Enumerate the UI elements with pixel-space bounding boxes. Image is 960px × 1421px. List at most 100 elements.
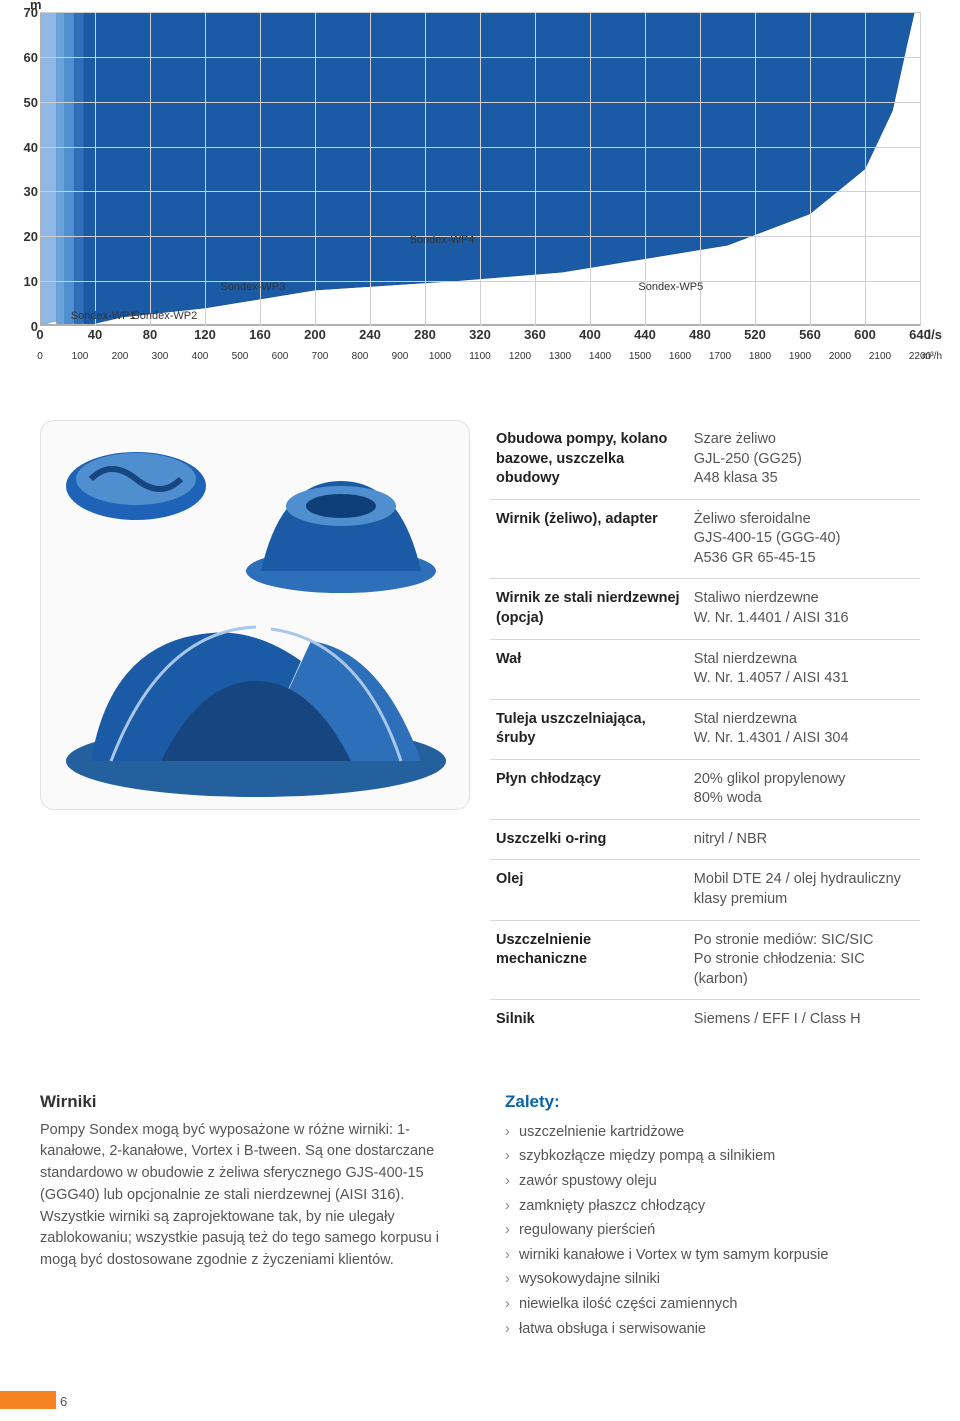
- x-tick-top: 600: [854, 326, 876, 344]
- y-tick: 30: [20, 183, 38, 201]
- zalety-item: łatwa obsługa i serwisowanie: [505, 1317, 920, 1342]
- impeller-image-2: [241, 451, 441, 601]
- performance-chart: m l/s m³/h Sondex-WP1Sondex-WP2Sondex-WP…: [40, 0, 920, 380]
- x-tick-bot: 200: [112, 350, 129, 364]
- grid-line-v: [425, 12, 426, 326]
- x-tick-top: 320: [469, 326, 491, 344]
- grid-line-v: [370, 12, 371, 326]
- materials-table: Obudowa pompy, kolano bazowe, uszczelka …: [490, 420, 920, 1040]
- grid-line-v: [315, 12, 316, 326]
- x-tick-bot: 300: [152, 350, 169, 364]
- chart-series-Sondex-WP5: [84, 12, 915, 326]
- page-number-accent: [0, 1391, 56, 1409]
- x-tick-top: 80: [143, 326, 157, 344]
- zalety-item: wysokowydajne silniki: [505, 1267, 920, 1292]
- x-tick-bot: 1900: [789, 350, 811, 364]
- x-tick-bot: 700: [312, 350, 329, 364]
- grid-line-v: [95, 12, 96, 326]
- x-tick-bot: 2200: [909, 350, 931, 364]
- x-tick-top: 560: [799, 326, 821, 344]
- material-part: Tuleja uszczelniająca, śruby: [490, 699, 688, 759]
- y-tick: 40: [20, 139, 38, 157]
- x-tick-bot: 800: [352, 350, 369, 364]
- x-tick-bot: 0: [37, 350, 43, 364]
- y-tick: 60: [20, 49, 38, 67]
- y-tick: 20: [20, 228, 38, 246]
- x-tick-top: 440: [634, 326, 656, 344]
- wirniki-body: Pompy Sondex mogą być wyposażone w różne…: [40, 1120, 455, 1272]
- page-number: 6: [60, 1393, 67, 1411]
- material-spec: Stal nierdzewnaW. Nr. 1.4301 / AISI 304: [688, 699, 920, 759]
- x-tick-bot: 1700: [709, 350, 731, 364]
- material-part: Wirnik (żeliwo), adapter: [490, 499, 688, 579]
- x-tick-bot: 600: [272, 350, 289, 364]
- zalety-item: regulowany pierścień: [505, 1218, 920, 1243]
- x-tick-bot: 1300: [549, 350, 571, 364]
- impeller-image-1: [61, 441, 211, 531]
- bottom-columns: Wirniki Pompy Sondex mogą być wyposażone…: [40, 1090, 920, 1342]
- material-spec: Stal nierdzewnaW. Nr. 1.4057 / AISI 431: [688, 639, 920, 699]
- series-label: Sondex-WP2: [132, 309, 197, 324]
- zalety-heading: Zalety:: [505, 1090, 920, 1114]
- table-row: OlejMobil DTE 24 / olej hydrauliczny kla…: [490, 860, 920, 920]
- zalety-item: uszczelnienie kartridżowe: [505, 1120, 920, 1145]
- table-row: Uszczelnienie mechanicznePo stronie medi…: [490, 920, 920, 1000]
- x-tick-top: 280: [414, 326, 436, 344]
- material-spec: Mobil DTE 24 / olej hydrauliczny klasy p…: [688, 860, 920, 920]
- table-row: Tuleja uszczelniająca, śrubyStal nierdze…: [490, 699, 920, 759]
- chart-plot-area: Sondex-WP1Sondex-WP2Sondex-WP3Sondex-WP4…: [40, 12, 920, 326]
- x-tick-top: 200: [304, 326, 326, 344]
- x-tick-bot: 2000: [829, 350, 851, 364]
- impeller-images-panel: [40, 420, 470, 810]
- grid-line-v: [700, 12, 701, 326]
- grid-line-v: [260, 12, 261, 326]
- y-axis-line: [40, 12, 42, 326]
- wirniki-heading: Wirniki: [40, 1090, 455, 1114]
- table-row: Płyn chłodzący20% glikol propylenowy80% …: [490, 759, 920, 819]
- x-tick-bot: 1600: [669, 350, 691, 364]
- zalety-list: uszczelnienie kartridżoweszybkozłącze mi…: [505, 1120, 920, 1342]
- material-part: Płyn chłodzący: [490, 759, 688, 819]
- x-tick-top: 120: [194, 326, 216, 344]
- material-part: Uszczelki o-ring: [490, 819, 688, 860]
- material-part: Wał: [490, 639, 688, 699]
- x-tick-top: 160: [249, 326, 271, 344]
- x-tick-top: 0: [36, 326, 43, 344]
- material-spec: Po stronie mediów: SIC/SICPo stronie chł…: [688, 920, 920, 1000]
- grid-line-v: [865, 12, 866, 326]
- material-spec: Siemens / EFF I / Class H: [688, 1000, 920, 1040]
- x-tick-bot: 1000: [429, 350, 451, 364]
- x-tick-bot: 500: [232, 350, 249, 364]
- middle-row: Obudowa pompy, kolano bazowe, uszczelka …: [40, 420, 920, 1040]
- x-tick-top: 400: [579, 326, 601, 344]
- table-row: Uszczelki o-ringnitryl / NBR: [490, 819, 920, 860]
- x-tick-top: 40: [88, 326, 102, 344]
- x-tick-bot: 1100: [469, 350, 491, 364]
- y-tick: 50: [20, 94, 38, 112]
- x-tick-top: 360: [524, 326, 546, 344]
- zalety-item: wirniki kanałowe i Vortex w tym samym ko…: [505, 1243, 920, 1268]
- grid-line-v: [205, 12, 206, 326]
- grid-line-v: [755, 12, 756, 326]
- table-row: SilnikSiemens / EFF I / Class H: [490, 1000, 920, 1040]
- grid-line-v: [590, 12, 591, 326]
- x-tick-bot: 100: [72, 350, 89, 364]
- impeller-image-3: [51, 581, 461, 801]
- grid-line-v: [535, 12, 536, 326]
- x-tick-bot: 1800: [749, 350, 771, 364]
- x-tick-bot: 900: [392, 350, 409, 364]
- table-row: Obudowa pompy, kolano bazowe, uszczelka …: [490, 420, 920, 499]
- material-part: Uszczelnienie mechaniczne: [490, 920, 688, 1000]
- grid-line-v: [645, 12, 646, 326]
- material-spec: Szare żeliwoGJL-250 (GG25)A48 klasa 35: [688, 420, 920, 499]
- y-tick: 0: [20, 318, 38, 336]
- zalety-item: zamknięty płaszcz chłodzący: [505, 1194, 920, 1219]
- y-tick: 70: [20, 4, 38, 22]
- x-tick-top: 640: [909, 326, 931, 344]
- grid-line-v: [480, 12, 481, 326]
- wirniki-column: Wirniki Pompy Sondex mogą być wyposażone…: [40, 1090, 455, 1342]
- material-spec: 20% glikol propylenowy80% woda: [688, 759, 920, 819]
- zalety-item: niewielka ilość części zamiennych: [505, 1292, 920, 1317]
- x-tick-bot: 400: [192, 350, 209, 364]
- material-spec: nitryl / NBR: [688, 819, 920, 860]
